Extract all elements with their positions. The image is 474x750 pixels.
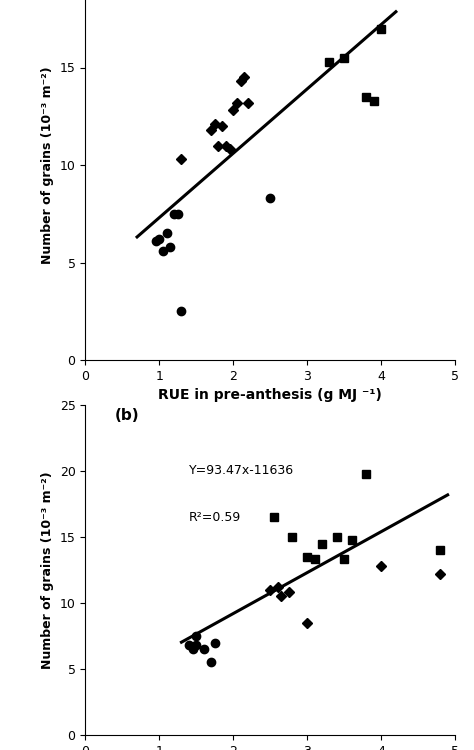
Y-axis label: Number of grains (10⁻³ m⁻²): Number of grains (10⁻³ m⁻²) <box>41 471 54 669</box>
Text: (b): (b) <box>115 408 139 423</box>
Text: Y=93.47x-11636: Y=93.47x-11636 <box>189 464 294 478</box>
X-axis label: RUE in pre-anthesis (g MJ ⁻¹): RUE in pre-anthesis (g MJ ⁻¹) <box>158 388 382 402</box>
Text: R²=0.59: R²=0.59 <box>189 511 241 524</box>
Y-axis label: Number of grains (10⁻³ m⁻²): Number of grains (10⁻³ m⁻²) <box>41 66 54 264</box>
